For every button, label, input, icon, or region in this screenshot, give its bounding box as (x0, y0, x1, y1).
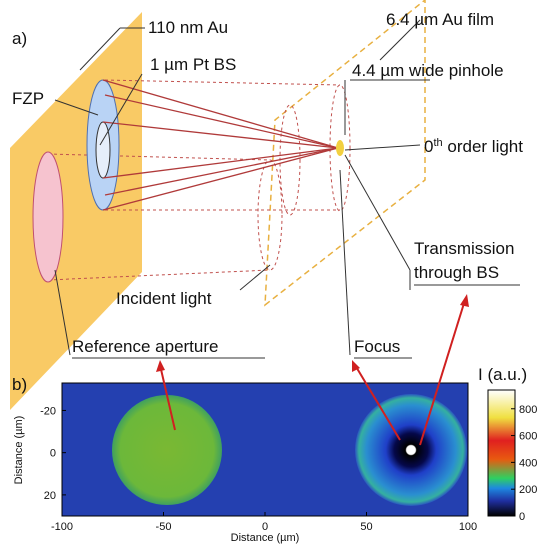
panel-label: b) (12, 375, 27, 394)
colorbar-label: I (a.u.) (478, 365, 527, 384)
colorbar (488, 390, 515, 516)
label: 110 nm Au (148, 18, 228, 37)
x-tick-label: 50 (360, 521, 372, 533)
y-axis-label: Distance (µm) (13, 416, 25, 485)
beam-stop (96, 122, 110, 178)
label: 1 µm Pt BS (150, 55, 236, 74)
x-axis-label: Distance (µm) (231, 532, 300, 544)
reference-spot (112, 395, 222, 505)
label: 4.4 µm wide pinhole (352, 61, 504, 80)
panel-label: a) (12, 29, 27, 48)
y-tick-label: 20 (44, 490, 56, 502)
panel-a: a) 110 nm Au 1 µm Pt BS FZP 6.4 µm Au fi… (10, 0, 523, 410)
y-tick-label: -20 (40, 405, 56, 417)
x-tick-label: -50 (156, 521, 172, 533)
label: Focus (354, 337, 400, 356)
x-tick-label: 0 (262, 521, 268, 533)
label-sup: th (433, 137, 442, 149)
panel-b: b) I (a.u.) Distance (µm) Distance (µm) … (12, 294, 537, 544)
colorbar-tick-label: 0 (519, 511, 525, 523)
label: Transmission (414, 239, 514, 258)
colorbar-tick-label: 400 (519, 457, 537, 469)
label: Incident light (116, 289, 212, 308)
colorbar-tick-label: 200 (519, 484, 537, 496)
y-tick-label: 0 (50, 448, 56, 460)
label: 0th order light (424, 137, 523, 156)
colorbar-tick-label: 600 (519, 431, 537, 443)
label-part: order light (443, 137, 524, 156)
label: Reference aperture (72, 337, 218, 356)
x-tick-label: 100 (459, 521, 477, 533)
transmission-spot (355, 394, 467, 506)
reference-aperture (33, 152, 63, 282)
x-tick-label: -100 (51, 521, 73, 533)
label: 6.4 µm Au film (386, 10, 494, 29)
pinhole (336, 140, 344, 156)
label-part: 0 (424, 137, 433, 156)
label: through BS (414, 263, 499, 282)
colorbar-tick-label: 800 (519, 404, 537, 416)
figure: a) 110 nm Au 1 µm Pt BS FZP 6.4 µm Au fi… (0, 0, 545, 546)
label: FZP (12, 89, 44, 108)
